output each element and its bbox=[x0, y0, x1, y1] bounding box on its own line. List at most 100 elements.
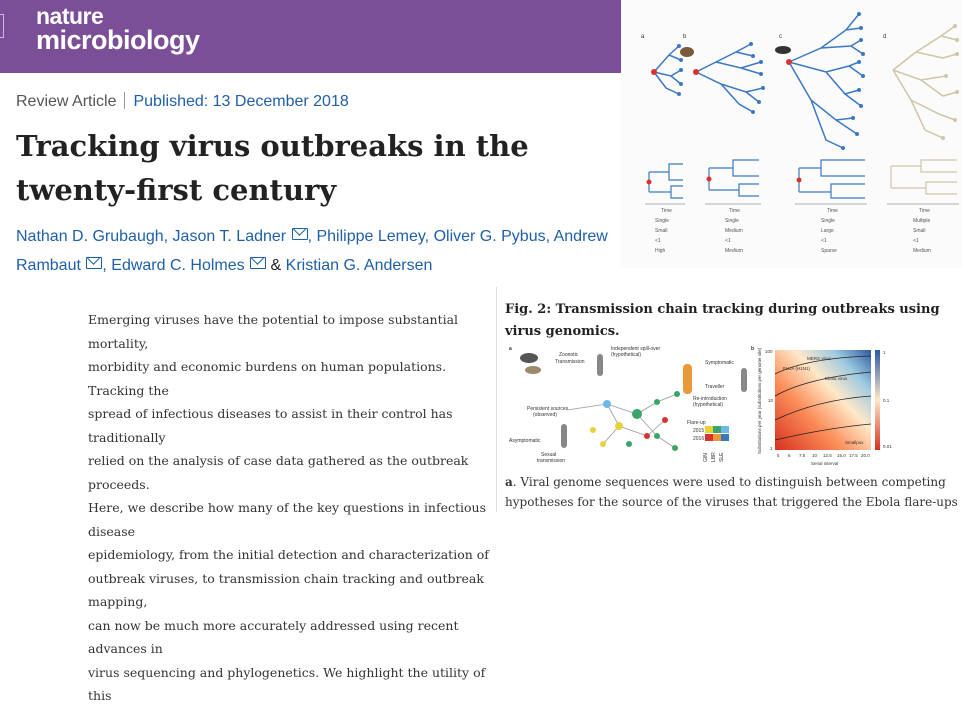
svg-text:Flare-up: Flare-up bbox=[687, 420, 706, 426]
svg-text:<1: <1 bbox=[913, 238, 919, 244]
svg-text:Traveller: Traveller bbox=[705, 384, 725, 390]
svg-text:Single: Single bbox=[821, 218, 835, 224]
svg-text:0.01: 0.01 bbox=[883, 444, 892, 449]
bat-icon bbox=[775, 46, 791, 54]
svg-text:2016: 2016 bbox=[693, 436, 704, 442]
svg-text:(hypothetical): (hypothetical) bbox=[693, 402, 723, 408]
svg-text:MERS virus: MERS virus bbox=[807, 356, 832, 361]
author-link[interactable]: Philippe Lemey bbox=[316, 228, 425, 245]
article-meta: Review Article Published: 13 December 201… bbox=[16, 92, 349, 111]
author-ampersand: & bbox=[270, 257, 282, 274]
abstract-line: Emerging viruses have the potential to i… bbox=[88, 312, 459, 351]
tree-b-tips bbox=[749, 42, 765, 114]
svg-text:Serial interval: Serial interval bbox=[811, 461, 838, 466]
svg-text:0.1: 0.1 bbox=[883, 398, 890, 403]
panel-letter: b bbox=[683, 34, 687, 40]
tree-root bbox=[786, 59, 792, 65]
svg-text:10: 10 bbox=[812, 453, 818, 458]
transmission-network bbox=[566, 393, 678, 449]
network-nodes bbox=[590, 391, 680, 451]
tree-root bbox=[651, 69, 657, 75]
tree-b bbox=[695, 43, 764, 113]
abstract-line: Here, we describe how many of the key qu… bbox=[88, 500, 487, 539]
flare-up-legend bbox=[705, 426, 729, 441]
abstract-line: outbreak viruses, to transmission chain … bbox=[88, 570, 484, 610]
svg-text:Small: Small bbox=[655, 228, 668, 234]
panel-a-letter: a bbox=[509, 346, 512, 352]
svg-text:transmission: transmission bbox=[537, 458, 565, 464]
svg-text:2015: 2015 bbox=[693, 428, 704, 434]
heatmap-area bbox=[775, 350, 871, 450]
svg-text:Independent spill-over: Independent spill-over bbox=[611, 346, 661, 352]
svg-text:Smallpox: Smallpox bbox=[845, 440, 864, 445]
figure-graphic: a Zoonotic Transmission Independent spil… bbox=[509, 346, 892, 466]
time-label: Time bbox=[827, 208, 838, 214]
svg-text:5: 5 bbox=[777, 453, 780, 458]
svg-text:LBR: LBR bbox=[711, 452, 717, 462]
svg-text:Single: Single bbox=[725, 218, 739, 224]
svg-text:Multiple: Multiple bbox=[913, 218, 930, 224]
journal-banner: nature microbiology bbox=[0, 0, 621, 73]
svg-text:12.5: 12.5 bbox=[823, 453, 832, 458]
email-icon[interactable] bbox=[86, 257, 103, 269]
svg-text:Transmission: Transmission bbox=[555, 359, 585, 365]
svg-text:GIN: GIN bbox=[703, 453, 709, 462]
email-icon[interactable] bbox=[291, 228, 308, 240]
author-link[interactable]: Kristian G. Andersen bbox=[285, 257, 433, 274]
caption-line: hypotheses for the source of the viruses… bbox=[505, 495, 960, 509]
author-link[interactable]: Nathan D. Grubaugh bbox=[16, 228, 164, 245]
svg-text:20.0: 20.0 bbox=[861, 453, 870, 458]
figure-image[interactable]: a Zoonotic Transmission Independent spil… bbox=[507, 344, 953, 474]
svg-text:15.0: 15.0 bbox=[837, 453, 846, 458]
svg-text:Asymptomatic: Asymptomatic bbox=[509, 438, 541, 444]
svg-text:10: 10 bbox=[768, 398, 774, 403]
abstract-line: epidemiology, from the initial detection… bbox=[88, 547, 489, 562]
svg-text:100: 100 bbox=[765, 349, 773, 354]
host-icons bbox=[520, 353, 747, 448]
panel-letter: a bbox=[641, 34, 645, 40]
abstract-line: virus sequencing and phylogenetics. We h… bbox=[88, 664, 486, 704]
svg-text:<1: <1 bbox=[821, 238, 827, 244]
article-title: Tracking virus outbreaks in the twenty-f… bbox=[16, 129, 529, 207]
cladograms bbox=[648, 159, 865, 199]
tree-a bbox=[653, 45, 682, 95]
panel-letter: c bbox=[779, 34, 782, 40]
time-label: Time bbox=[661, 208, 672, 214]
color-scale bbox=[875, 350, 880, 450]
svg-text:Single: Single bbox=[655, 218, 669, 224]
tree-c-tips bbox=[841, 12, 865, 150]
article-type: Review Article bbox=[16, 93, 117, 110]
caption-line: a. Viral genome sequences were used to d… bbox=[505, 475, 946, 489]
email-icon[interactable] bbox=[250, 257, 267, 269]
panel-b-letter: b bbox=[751, 346, 754, 352]
svg-text:1: 1 bbox=[770, 446, 773, 451]
menu-edge[interactable] bbox=[0, 14, 4, 38]
svg-text:Medium: Medium bbox=[725, 248, 743, 254]
tree-d-tips bbox=[941, 24, 959, 140]
svg-text:Persistent sources: Persistent sources bbox=[527, 406, 569, 412]
svg-text:(observed): (observed) bbox=[533, 412, 557, 418]
svg-text:FLUA (H1N1): FLUA (H1N1) bbox=[783, 366, 811, 371]
logo-line2: microbiology bbox=[36, 25, 200, 55]
tree-c bbox=[788, 13, 864, 149]
host-animal-icon bbox=[680, 47, 694, 57]
svg-text:High: High bbox=[655, 248, 666, 254]
figure-title[interactable]: Fig. 2: Transmission chain tracking duri… bbox=[505, 302, 940, 339]
author-link[interactable]: Oliver G. Pybus bbox=[433, 228, 546, 245]
svg-text:(hypothetical): (hypothetical) bbox=[611, 352, 641, 358]
svg-text:<1: <1 bbox=[725, 238, 731, 244]
svg-text:17.5: 17.5 bbox=[849, 453, 858, 458]
cladogram-roots bbox=[646, 176, 802, 185]
journal-logo[interactable]: nature microbiology bbox=[36, 4, 200, 55]
author-link[interactable]: Jason T. Ladner bbox=[172, 228, 287, 245]
abstract-line: morbidity and economic burdens on human … bbox=[88, 359, 447, 398]
tree-figure-graphic: a b c d bbox=[641, 12, 959, 254]
author-link[interactable]: Andrew Rambaut bbox=[16, 228, 608, 274]
svg-text:Substitutions per year (substi: Substitutions per year (substitutions pe… bbox=[757, 347, 762, 454]
article-abstract: Emerging viruses have the potential to i… bbox=[88, 308, 493, 708]
abstract-line: spread of infectious diseases to assist … bbox=[88, 406, 453, 445]
abstract-line: relied on the analysis of case data gath… bbox=[88, 453, 469, 492]
author-link[interactable]: Edward C. Holmes bbox=[111, 257, 245, 274]
phylogenetic-tree-figure[interactable]: a b c d bbox=[621, 0, 962, 268]
figure-section: Fig. 2: Transmission chain tracking duri… bbox=[496, 287, 962, 512]
